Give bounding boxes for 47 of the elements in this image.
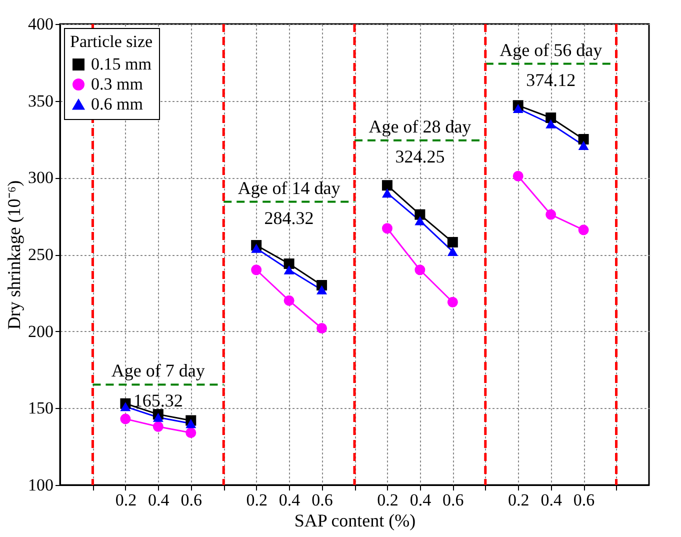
y-tick-label: 300 xyxy=(28,168,54,188)
series-label: Age of 14 day xyxy=(238,178,340,198)
point xyxy=(120,402,131,412)
x-tick-label: 0.2 xyxy=(246,490,268,510)
x-tick-label: 0.2 xyxy=(508,490,530,510)
series-label: Age of 56 day xyxy=(500,40,602,60)
point xyxy=(186,418,196,428)
x-tick-label: 0.4 xyxy=(540,490,562,510)
y-axis-title: Dry shrinkage (10⁻⁶) xyxy=(4,180,24,330)
x-tick-label: 0.6 xyxy=(442,490,464,510)
data-label: 284.32 xyxy=(264,208,314,228)
y-tick-label: 400 xyxy=(28,14,54,34)
x-tick-label: 0.4 xyxy=(148,490,170,510)
y-tick-label: 200 xyxy=(28,322,54,341)
y-tick-label: 100 xyxy=(28,476,54,494)
point xyxy=(186,428,196,438)
series-label: Age of 7 day xyxy=(111,360,205,381)
y-tick-label: 350 xyxy=(28,91,54,110)
legend-label: 0.6 mm xyxy=(91,94,143,114)
x-tick-label: 0.6 xyxy=(180,490,202,510)
data-label: 324.25 xyxy=(395,146,445,166)
point xyxy=(578,140,589,150)
x-tick-label: 0.4 xyxy=(410,490,432,510)
legend-label: 0.3 mm xyxy=(91,74,143,94)
point xyxy=(152,421,164,432)
x-tick-label: 0.6 xyxy=(573,490,595,510)
point xyxy=(512,104,524,114)
point xyxy=(546,119,556,128)
data-label: 374.12 xyxy=(526,70,576,90)
point xyxy=(546,209,556,220)
data-label: 165.32 xyxy=(133,390,183,411)
point xyxy=(120,414,131,424)
series-label: Age of 28 day xyxy=(368,116,472,136)
x-tick-label: 0.2 xyxy=(115,490,137,510)
legend-label: 0.15 mm xyxy=(91,54,152,74)
point xyxy=(512,170,524,182)
x-axis-title: SAP content (%) xyxy=(294,510,416,530)
y-tick-label: 250 xyxy=(28,245,54,264)
y-tick-label: 150 xyxy=(28,398,54,418)
point xyxy=(152,412,164,422)
point xyxy=(578,134,589,144)
legend-title: Particle size xyxy=(70,32,153,51)
point xyxy=(578,224,589,236)
x-tick-label: 0.6 xyxy=(312,490,333,510)
point xyxy=(546,112,556,123)
x-tick-label: 0.4 xyxy=(278,490,301,510)
x-tick-label: 0.2 xyxy=(377,490,398,510)
